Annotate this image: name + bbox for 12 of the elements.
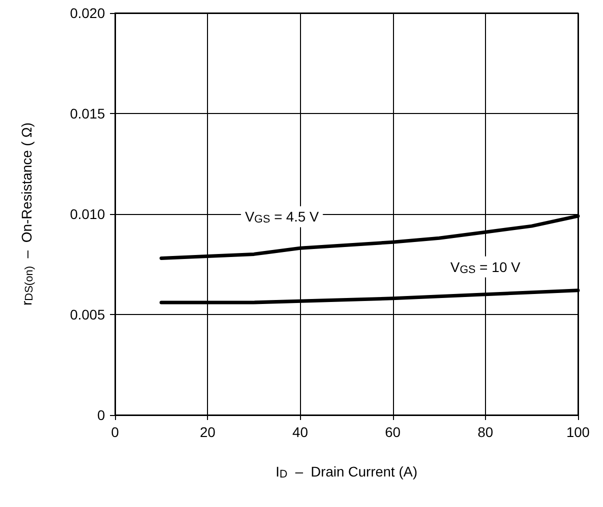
x-tick-label: 100: [566, 424, 590, 440]
x-tick-label: 40: [292, 424, 308, 440]
x-tick-label: 20: [200, 424, 216, 440]
y-tick-label: 0.010: [70, 206, 106, 222]
y-tick-label: 0.020: [70, 5, 106, 21]
y-tick-label: 0.015: [70, 106, 106, 122]
y-axis-title: rDS(on) – On-Resistance ( Ω): [18, 122, 36, 306]
y-tick-label: 0.005: [70, 306, 106, 322]
x-tick-label: 0: [111, 424, 120, 440]
x-tick-label: 60: [385, 424, 401, 440]
y-tick-label: 0: [97, 407, 106, 423]
x-tick-label: 80: [478, 424, 494, 440]
